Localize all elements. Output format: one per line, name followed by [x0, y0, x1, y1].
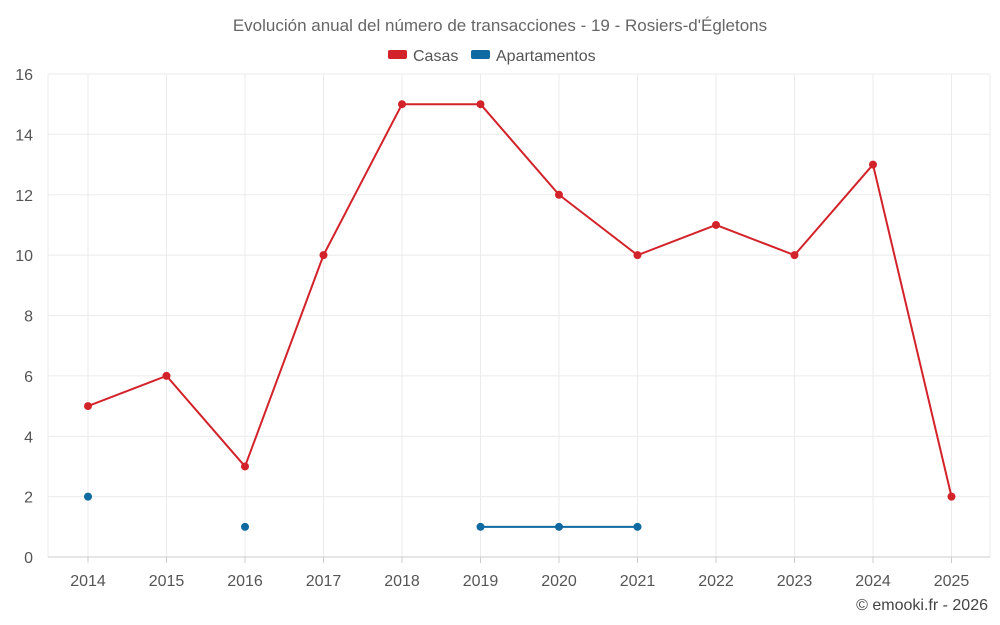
y-tick-label: 6: [24, 369, 33, 386]
x-tick-label: 2023: [777, 573, 813, 590]
data-point: [241, 462, 249, 471]
data-point: [869, 160, 877, 169]
legend-swatch: [471, 50, 490, 59]
y-tick-label: 12: [15, 188, 33, 205]
x-tick-label: 2024: [855, 573, 891, 590]
y-tick-label: 10: [15, 248, 33, 265]
y-tick-label: 0: [24, 550, 33, 567]
legend-swatch: [388, 50, 407, 59]
data-point: [476, 100, 485, 109]
x-tick-label: 2018: [384, 573, 420, 590]
y-tick-label: 16: [15, 67, 33, 84]
x-tick-label: 2019: [463, 573, 499, 590]
series-layer: [84, 100, 956, 531]
y-tick-label: 14: [15, 127, 33, 144]
series-casas: [84, 100, 956, 501]
x-tick-label: 2015: [149, 573, 185, 590]
series-apartamentos: [84, 492, 642, 531]
y-tick-label: 4: [24, 429, 33, 446]
x-tick-label: 2025: [934, 573, 970, 590]
legend-label: Casas: [413, 48, 458, 65]
legend: Casas Apartamentos: [388, 48, 596, 65]
data-point: [633, 522, 642, 531]
series-line: [87, 103, 953, 497]
x-tick-label: 2016: [227, 573, 263, 590]
data-point: [84, 402, 92, 411]
data-point: [712, 220, 720, 229]
legend-label: Apartamentos: [496, 48, 596, 65]
data-point: [84, 492, 92, 501]
x-tick-label: 2020: [541, 573, 577, 590]
data-point: [398, 100, 406, 109]
axes: 0 2 4 6 8 10 12 14 16 2014 2015 2016 2017 2018 2019 202…: [15, 67, 990, 590]
x-tick-label: 2014: [70, 573, 106, 590]
data-point: [790, 251, 799, 260]
data-point: [162, 371, 171, 380]
y-tick-label: 2: [24, 490, 33, 507]
data-point: [555, 190, 563, 199]
data-point: [319, 251, 328, 260]
chart-title: Evolución anual del número de transaccio…: [233, 16, 767, 35]
grid: [47, 73, 991, 557]
data-point: [555, 522, 563, 531]
x-tick-label: 2021: [620, 573, 656, 590]
data-point: [241, 522, 249, 531]
data-point: [947, 492, 956, 501]
x-tick-label: 2017: [306, 573, 342, 590]
x-tick-label: 2022: [698, 573, 734, 590]
credit-text: © emooki.fr - 2026: [856, 597, 988, 614]
y-tick-label: 8: [24, 309, 33, 326]
data-point: [476, 522, 485, 531]
data-point: [633, 251, 642, 260]
